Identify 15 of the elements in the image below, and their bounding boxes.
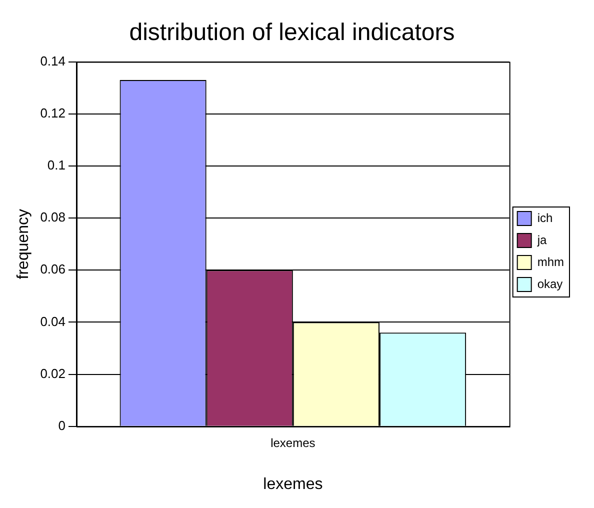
y-tick-label: 0.08 xyxy=(40,210,66,225)
legend-label: mhm xyxy=(537,254,564,269)
x-axis-title: lexemes xyxy=(263,476,323,493)
legend-label: ja xyxy=(536,232,547,247)
y-tick-label: 0.14 xyxy=(40,53,66,68)
y-tick-label: 0.04 xyxy=(40,314,66,329)
y-tick-label: 0.02 xyxy=(40,366,66,381)
chart-title: distribution of lexical indicators xyxy=(129,19,455,46)
y-tick-label: 0.1 xyxy=(47,158,66,173)
legend-label: ich xyxy=(537,210,553,225)
y-tick-label: 0.12 xyxy=(40,105,66,120)
y-axis-title: frequency xyxy=(15,208,32,280)
y-tick-label: 0.06 xyxy=(40,262,66,277)
y-tick-label: 0 xyxy=(58,418,66,433)
legend-label: okay xyxy=(537,276,563,291)
